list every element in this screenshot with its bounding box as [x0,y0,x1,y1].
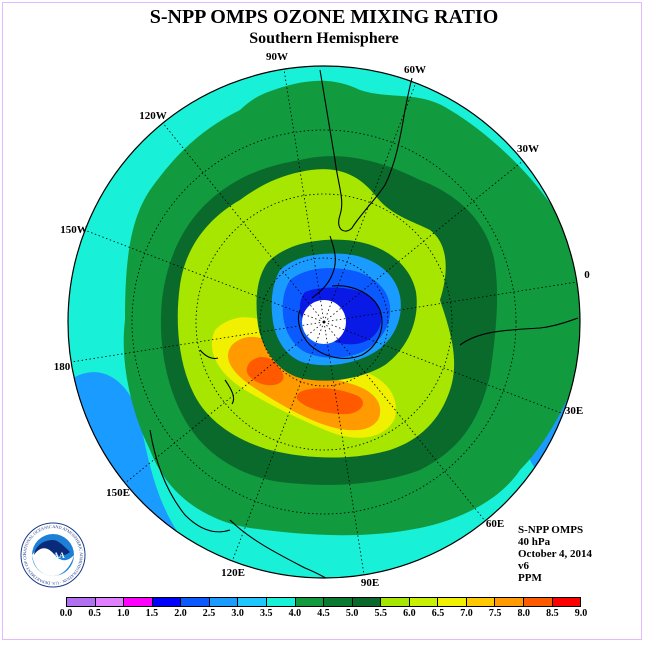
colorbar-tick-label: 3.0 [231,608,244,619]
plot-frame [2,2,642,640]
colorbar-tick-label: 1.5 [145,608,159,619]
noaa-logo: NATIONAL OCEANIC AND ATMOSPHERIC ADMINIS… [20,522,86,588]
lon-label-150e: 150E [106,487,130,499]
colorbar-tick-label: 7.5 [488,608,502,619]
colorbar-segment [495,598,524,606]
lon-label-120e: 120E [221,567,245,579]
graticule [71,69,577,575]
noaa-bird-icon [32,547,74,576]
lon-label-0: 0 [584,269,590,281]
africa-coast [459,317,579,346]
colorbar-segment [295,598,325,606]
lon-label-90w: 90W [266,51,288,63]
lon-label-60e: 60E [486,518,504,530]
colorbar-tick-label: 2.5 [202,608,216,619]
lon-label-30w: 30W [517,143,539,155]
colorbar-segment [238,598,267,606]
lon-label-30e: 30E [565,405,583,417]
colorbar-segment [438,598,467,606]
colorbar-tick-label: 7.0 [460,608,473,619]
colorbar-segment [409,598,439,606]
latitude-circle [259,257,389,387]
colorbar-tick-label: 5.0 [345,608,359,619]
longitude-line [323,321,365,575]
lon-label-90e: 90E [361,577,379,589]
colorbar-segment [181,598,210,606]
noaa-logo-text: NOAA [41,551,65,560]
colorbar-segment [124,598,153,606]
longitude-labels: 90W 60W 30W 0 30E 60E 90E 120E 150E 180 … [54,51,591,589]
info-units: PPM [518,572,542,584]
colorbar-tick-label: 6.5 [431,608,445,619]
longitude-line [323,281,577,323]
longitude-line [124,321,325,484]
colorbar-segment [381,598,410,606]
colorbar-segment [152,598,182,606]
longitude-line [283,69,325,323]
colorbar-tick-label: 3.5 [260,608,273,619]
colorbar-segment [266,598,296,606]
antarctica-coast [297,285,383,359]
colorbar-tick-label: 0.5 [88,608,101,619]
longitude-line [162,122,325,323]
australia-coast [149,429,231,533]
colorbar [66,597,581,607]
coastlines [149,69,579,579]
colorbar-tick-label: 4.5 [317,608,330,619]
colorbar-segment [67,598,96,606]
colorbar-tick-label: 8.5 [546,608,559,619]
longitude-line [323,321,486,522]
longitude-line [323,82,417,323]
info-instrument: S-NPP OMPS [518,524,584,536]
colorbar-tick-label: 5.5 [374,608,387,619]
colorbar-segment [209,598,239,606]
info-version: v6 [518,560,529,572]
colorbar-tick-label: 4.0 [288,608,302,619]
ozone-red-orange-band [246,357,363,415]
longitude-line [231,321,325,562]
info-level: 40 hPa [518,536,551,548]
map-title: S-NPP OMPS OZONE MIXING RATIO [149,6,499,28]
colorbar-tick-label: 0.0 [59,608,73,619]
colorbar-tick-label: 2.0 [174,608,187,619]
colorbar-segment [466,598,496,606]
longitude-line [84,229,325,323]
colorbar-tick-label: 6.0 [403,608,416,619]
colorbar-segment [324,598,353,606]
colorbar-tick-label: 1.0 [116,608,130,619]
lon-label-180: 180 [54,361,71,373]
colorbar-segment [95,598,125,606]
colorbar-segment [524,598,553,606]
longitude-line [323,160,524,323]
latitude-circle [131,129,517,515]
south-america-coast [319,69,413,232]
ozone-field [68,66,580,578]
map-subtitle: Southern Hemisphere [249,30,399,47]
lon-label-120w: 120W [139,110,167,122]
longitude-line [71,321,325,363]
info-date: October 4, 2014 [518,548,593,560]
colorbar-tick-label: 8.0 [517,608,531,619]
antarctic-peninsula-coast [311,235,336,299]
new-zealand-coast [199,349,235,405]
colorbar-tick-label: 9.0 [574,608,588,619]
colorbar-ticks: 0.0 0.5 1.0 1.5 2.0 2.5 3.0 3.5 4.0 4.5 5.0 5.5 6.0 6… [60,608,588,622]
longitude-line [323,321,564,415]
lon-label-60w: 60W [404,64,426,76]
colorbar-segment [552,598,581,606]
map-boundary [67,65,581,579]
colorbar-segment [352,598,382,606]
lon-label-150w: 150W [60,224,88,236]
latitude-circle [195,193,453,451]
australia-south-coast [229,519,327,579]
product-info: S-NPP OMPS 40 hPa October 4, 2014 v6 PPM [518,524,592,584]
